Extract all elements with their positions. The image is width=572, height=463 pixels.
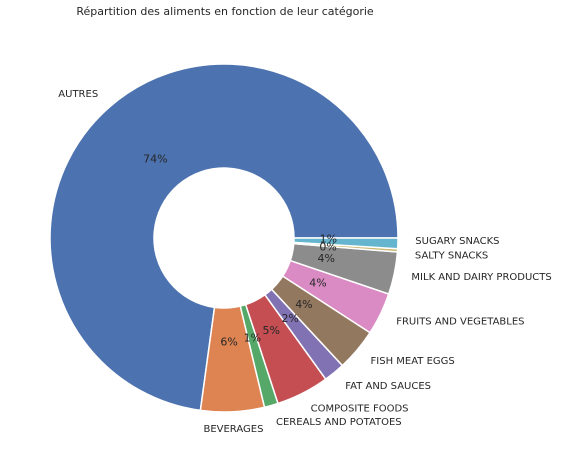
- percent-label-composite-foods: 5%: [263, 324, 280, 337]
- category-label-milk-and-dairy-products: MILK AND DAIRY PRODUCTS: [411, 272, 551, 283]
- percent-label-salty-snacks: 0%: [319, 240, 336, 253]
- category-label-fruits-and-vegetables: FRUITS AND VEGETABLES: [396, 317, 524, 328]
- percent-label-fish-meat-eggs: 4%: [295, 298, 312, 311]
- category-label-cereals-and-potatoes: CEREALS AND POTATOES: [276, 417, 402, 428]
- slice-sugary-snacks: [293, 237, 399, 250]
- category-labels-group: AUTRES BEVERAGES CEREALS AND POTATOES COMPO…: [58, 89, 551, 435]
- percent-label-fat-and-sauces: 2%: [281, 312, 298, 325]
- category-label-fat-and-sauces: FAT AND SAUCES: [345, 381, 431, 392]
- percent-label-milk-and-dairy-products: 4%: [318, 252, 335, 265]
- category-label-sugary-snacks: SUGARY SNACKS: [415, 236, 499, 247]
- category-label-fish-meat-eggs: FISH MEAT EGGS: [371, 356, 455, 367]
- category-label-beverages: BEVERAGES: [203, 424, 263, 435]
- category-label-autres: AUTRES: [58, 89, 98, 100]
- category-label-composite-foods: COMPOSITE FOODS: [311, 404, 409, 415]
- percent-label-fruits-and-vegetables: 4%: [309, 277, 326, 290]
- percent-label-autres: 74%: [143, 152, 167, 165]
- percent-label-sugary-snacks: 1%: [320, 233, 337, 246]
- category-label-salty-snacks: SALTY SNACKS: [415, 251, 488, 262]
- slice-autres: [49, 63, 399, 412]
- slices-group: [49, 63, 399, 413]
- percent-labels-group: 74%6% 1%5%2%4%4%4%0%1%: [143, 152, 337, 348]
- percent-label-cereals-and-potatoes: 1%: [244, 331, 261, 344]
- percent-label-beverages: 6%: [220, 335, 237, 348]
- chart-title: Répartition des aliments en fonction de …: [76, 5, 374, 18]
